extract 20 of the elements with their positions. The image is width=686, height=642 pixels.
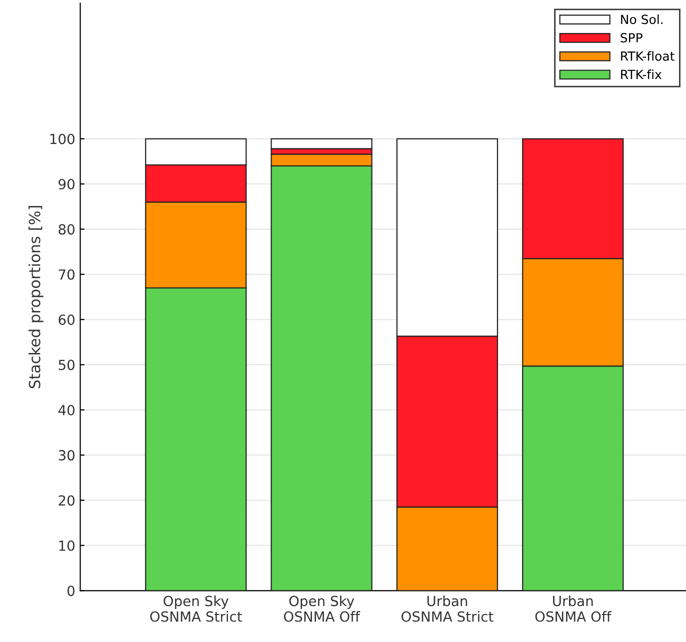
x-tick-label: Open Sky OSNMA Off xyxy=(284,596,360,622)
y-tick-label: 60 xyxy=(58,314,74,325)
y-tick-label: 90 xyxy=(58,178,74,190)
legend-label: SPP xyxy=(620,33,642,42)
x-tick-label: Urban OSNMA Off xyxy=(535,596,612,622)
y-tick-label: 30 xyxy=(58,450,74,461)
x-tick-label: Open Sky OSNMA Strict xyxy=(150,596,242,622)
legend-label: No Sol. xyxy=(621,14,663,24)
legend-label: RTK-fix xyxy=(621,70,662,79)
y-tick-label: 80 xyxy=(58,224,74,235)
y-tick-label: 10 xyxy=(59,540,74,551)
y-tick-label: 40 xyxy=(58,404,74,416)
y-tick-label: 100 xyxy=(50,134,74,144)
y-tick-label: 0 xyxy=(67,586,74,596)
y-tick-label: 20 xyxy=(58,495,74,506)
y-tick-label: 70 xyxy=(58,269,74,280)
legend-label: RTK-float xyxy=(621,51,674,61)
y-axis-title: Stacked proportions [%] xyxy=(28,206,44,388)
x-tick-label: Urban OSNMA Strict xyxy=(402,596,494,622)
y-tick-label: 50 xyxy=(58,360,74,370)
